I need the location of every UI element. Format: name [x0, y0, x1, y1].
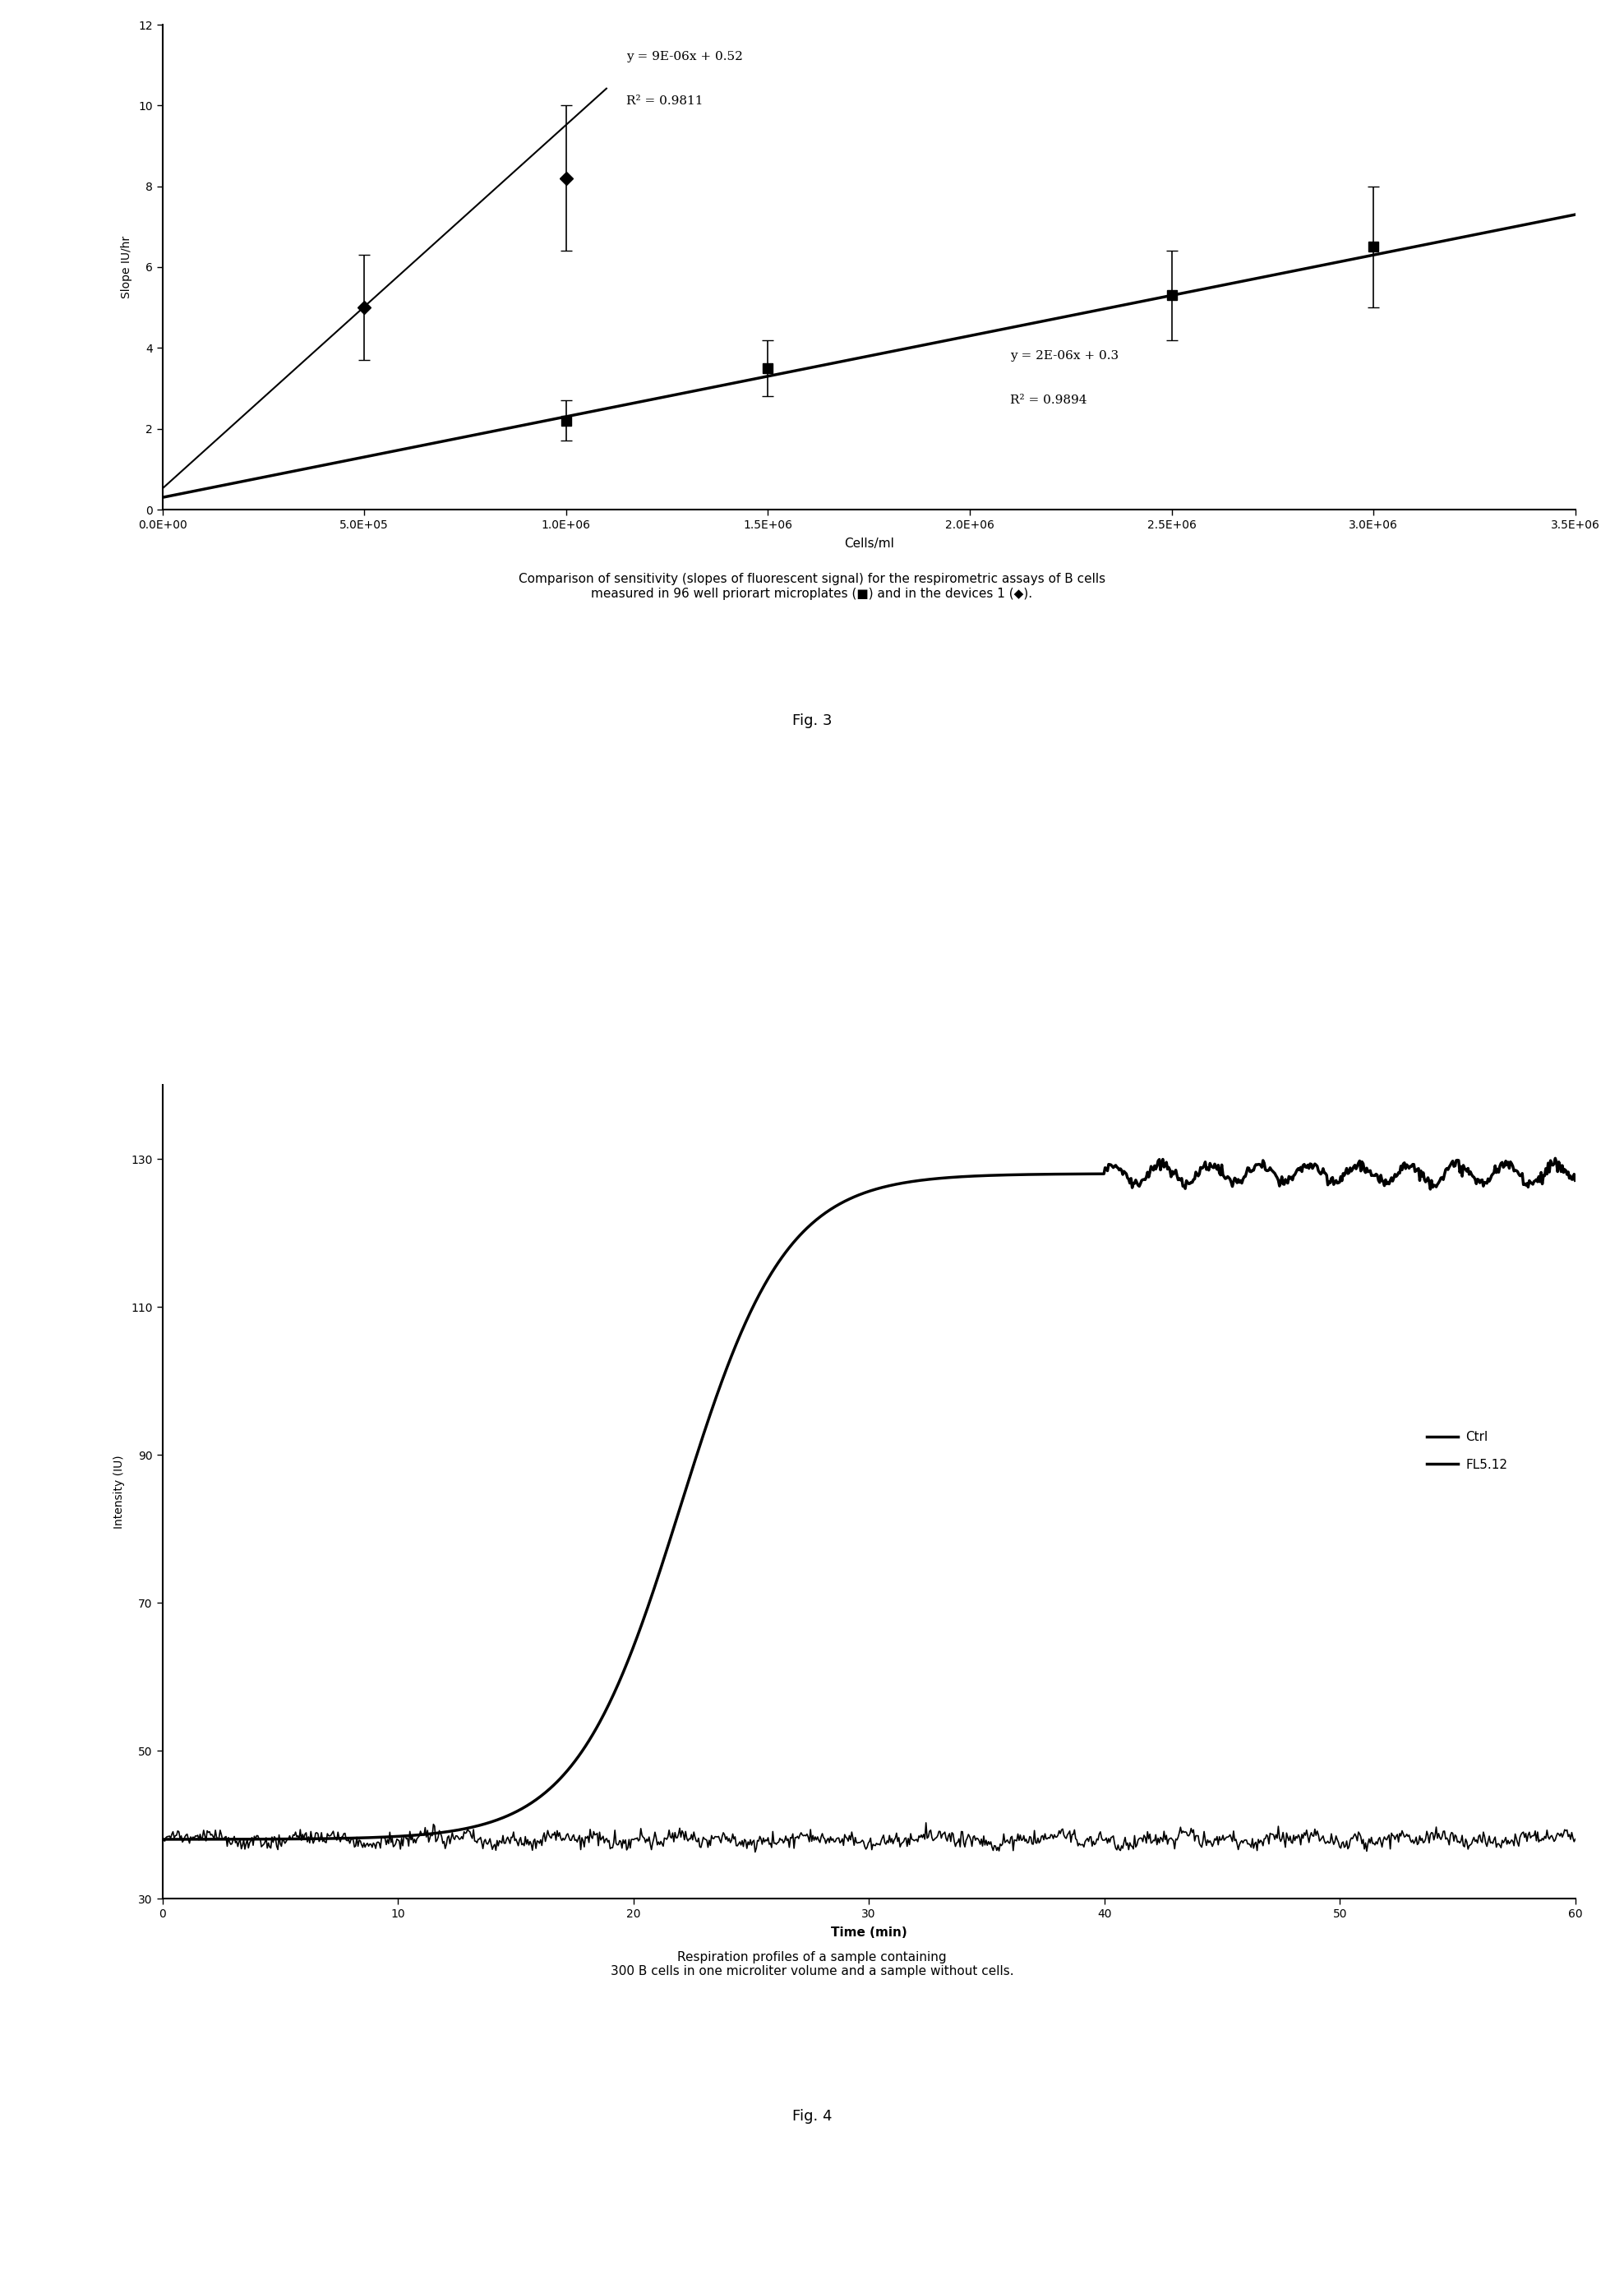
Text: y = 9E-06x + 0.52: y = 9E-06x + 0.52: [627, 50, 744, 62]
Text: R² = 0.9811: R² = 0.9811: [627, 96, 703, 107]
Text: Fig. 4: Fig. 4: [793, 2108, 831, 2124]
Text: Comparison of sensitivity (slopes of fluorescent signal) for the respirometric a: Comparison of sensitivity (slopes of flu…: [518, 573, 1106, 601]
Legend: Ctrl, FL5.12: Ctrl, FL5.12: [1421, 1425, 1512, 1475]
Text: Respiration profiles of a sample containing
300 B cells in one microliter volume: Respiration profiles of a sample contain…: [611, 1951, 1013, 1978]
X-axis label: Time (min): Time (min): [831, 1928, 906, 1939]
Y-axis label: Intensity (IU): Intensity (IU): [114, 1455, 125, 1528]
Text: R² = 0.9894: R² = 0.9894: [1010, 395, 1086, 407]
X-axis label: Cells/ml: Cells/ml: [844, 537, 893, 550]
Text: y = 2E-06x + 0.3: y = 2E-06x + 0.3: [1010, 349, 1119, 361]
Text: Fig. 3: Fig. 3: [793, 713, 831, 729]
Y-axis label: Slope IU/hr: Slope IU/hr: [122, 235, 133, 299]
